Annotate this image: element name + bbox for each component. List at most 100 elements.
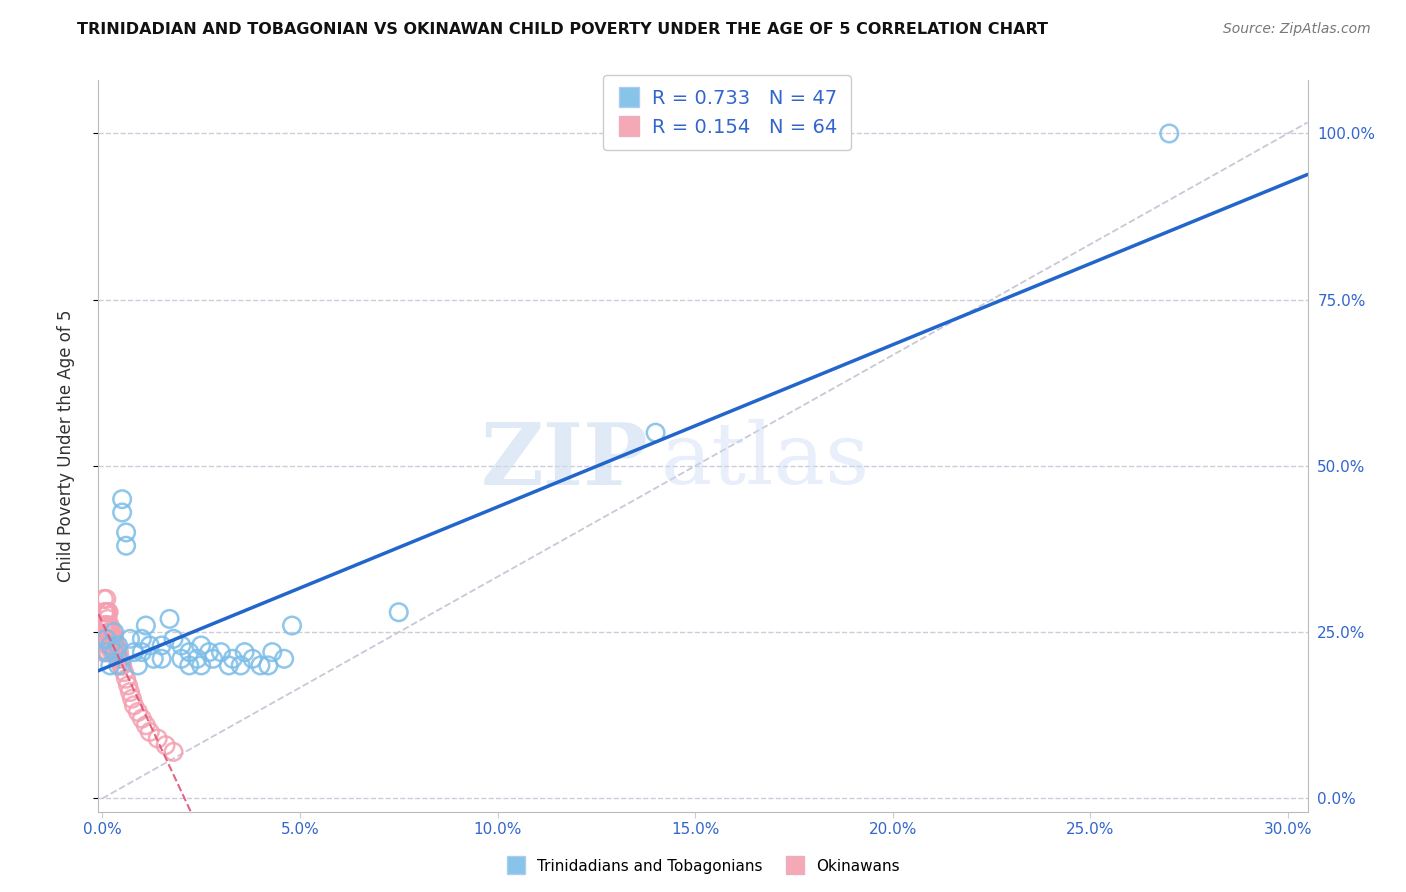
Point [170,652,193,666]
Point [96,632,118,646]
Point [122,698,145,713]
Point [97,605,120,619]
Point [111,658,134,673]
Point [94,632,117,646]
Text: Source: ZipAtlas.com: Source: ZipAtlas.com [1223,22,1371,37]
Point [105,639,128,653]
Point [112,665,135,679]
Point [101,645,124,659]
Point [94,618,117,632]
Point [262,645,284,659]
Legend: Trinidadians and Tobagonians, Okinawans: Trinidadians and Tobagonians, Okinawans [501,853,905,880]
Point [104,645,127,659]
Point [150,639,173,653]
Point [94,605,117,619]
Point [127,705,149,719]
Point [388,605,411,619]
Point [1159,127,1181,141]
Point [98,658,121,673]
Point [96,618,118,632]
Point [96,645,118,659]
Point [93,632,115,646]
Point [103,632,125,646]
Point [179,645,201,659]
Point [127,658,149,673]
Point [96,591,118,606]
Point [104,639,127,653]
Point [96,612,118,626]
Point [108,652,131,666]
Legend: R = 0.733   N = 47, R = 0.154   N = 64: R = 0.733 N = 47, R = 0.154 N = 64 [603,75,851,151]
Point [115,539,138,553]
Point [155,738,177,752]
Point [229,658,252,673]
Point [97,632,120,646]
Point [122,645,145,659]
Point [242,652,264,666]
Point [107,639,129,653]
Point [131,712,153,726]
Point [101,639,124,653]
Text: ZIP: ZIP [481,418,648,502]
Point [93,618,115,632]
Point [97,618,120,632]
Point [94,605,117,619]
Point [202,652,225,666]
Point [100,632,122,646]
Point [135,618,157,632]
Point [96,645,118,659]
Point [97,605,120,619]
Point [108,645,131,659]
Point [98,639,121,653]
Point [273,652,295,666]
Point [93,645,115,659]
Point [101,632,124,646]
Text: atlas: atlas [661,419,870,502]
Point [93,618,115,632]
Point [118,685,141,699]
Point [97,632,120,646]
Point [96,632,118,646]
Point [97,645,120,659]
Point [100,639,122,653]
Point [101,625,124,640]
Point [93,605,115,619]
Point [96,639,118,653]
Point [98,632,121,646]
Point [257,658,280,673]
Point [98,639,121,653]
Point [281,618,304,632]
Point [159,612,181,626]
Point [179,658,201,673]
Point [96,618,118,632]
Point [93,591,115,606]
Point [190,658,212,673]
Point [233,645,256,659]
Point [186,652,208,666]
Point [110,658,132,673]
Point [111,492,134,507]
Point [139,639,162,653]
Point [170,639,193,653]
Point [103,645,125,659]
Point [103,645,125,659]
Point [209,645,232,659]
Point [135,718,157,732]
Point [150,652,173,666]
Point [162,632,184,646]
Point [105,645,128,659]
Point [117,678,139,692]
Point [142,652,165,666]
Point [190,639,212,653]
Point [222,652,245,666]
Point [111,506,134,520]
Point [139,725,162,739]
Point [198,645,221,659]
Point [103,625,125,640]
Point [121,691,143,706]
Text: TRINIDADIAN AND TOBAGONIAN VS OKINAWAN CHILD POVERTY UNDER THE AGE OF 5 CORRELAT: TRINIDADIAN AND TOBAGONIAN VS OKINAWAN C… [77,22,1049,37]
Point [118,632,141,646]
Point [93,645,115,659]
Point [162,745,184,759]
Point [98,618,121,632]
